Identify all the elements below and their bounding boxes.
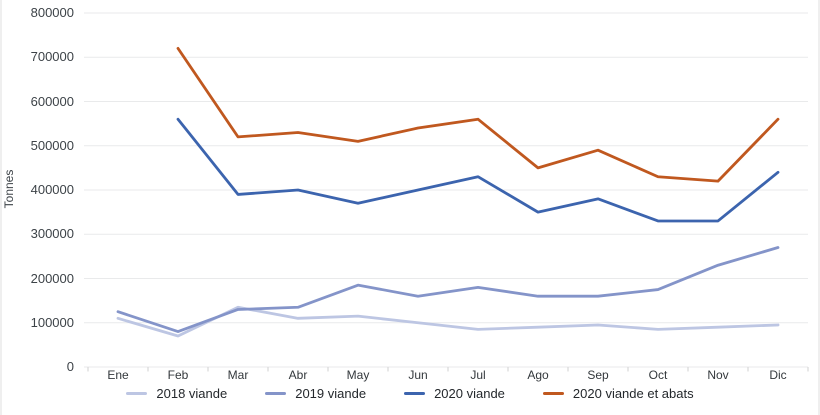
legend-line-swatch <box>542 392 564 395</box>
legend-label: 2018 viande <box>156 386 228 401</box>
legend-line-swatch <box>404 392 426 395</box>
series-line-2020-viande <box>176 117 780 223</box>
legend-item-2020-viande: 2020 viande <box>404 386 505 401</box>
y-tick-label: 700000 <box>30 49 74 65</box>
chart-legend: 2018 viande 2019 viande 2020 viande 2020 vi… <box>2 386 818 401</box>
y-tick-label: 500000 <box>30 137 74 153</box>
legend-item-2019-viande: 2019 viande <box>265 386 366 401</box>
x-tick-label-jul: Jul <box>470 368 486 382</box>
y-tick-label: 400000 <box>30 182 74 197</box>
legend-line-swatch <box>126 392 148 395</box>
x-tick-label-dic: Dic <box>769 368 787 382</box>
y-tick-label: 800000 <box>30 5 74 20</box>
series-line-2018-viande <box>116 305 780 338</box>
x-tick-label-feb: Feb <box>167 368 189 382</box>
legend-label: 2020 viande <box>434 386 505 401</box>
legend-line-swatch <box>265 392 287 395</box>
legend-item-2020-viande-et-abats: 2020 viande et abats <box>542 386 694 401</box>
x-tick-label-ene: Ene <box>107 368 129 382</box>
y-tick-label: 200000 <box>30 270 74 286</box>
x-tick-label-abr: Abr <box>288 368 308 382</box>
legend-label: 2019 viande <box>295 386 367 401</box>
legend-item-2018-viande: 2018 viande <box>126 386 227 401</box>
y-tick-label: 0 <box>66 359 74 374</box>
x-tick-label-sep: Sep <box>587 368 609 382</box>
y-tick-label: 100000 <box>30 314 74 330</box>
x-tick-label-may: May <box>346 368 370 382</box>
series-line-2019-viande <box>116 246 780 334</box>
y-tick-label: 300000 <box>30 226 74 242</box>
series-line-2020-viande-et-abats <box>176 47 780 183</box>
x-tick-label-nov: Nov <box>707 368 729 382</box>
y-tick-label: 600000 <box>30 93 74 109</box>
legend-label: 2020 viande et abats <box>572 386 694 401</box>
x-tick-label-mar: Mar <box>227 368 249 382</box>
x-tick-label-ago: Ago <box>527 368 549 382</box>
x-tick-label-oct: Oct <box>648 368 668 382</box>
x-tick-label-jun: Jun <box>408 368 428 382</box>
